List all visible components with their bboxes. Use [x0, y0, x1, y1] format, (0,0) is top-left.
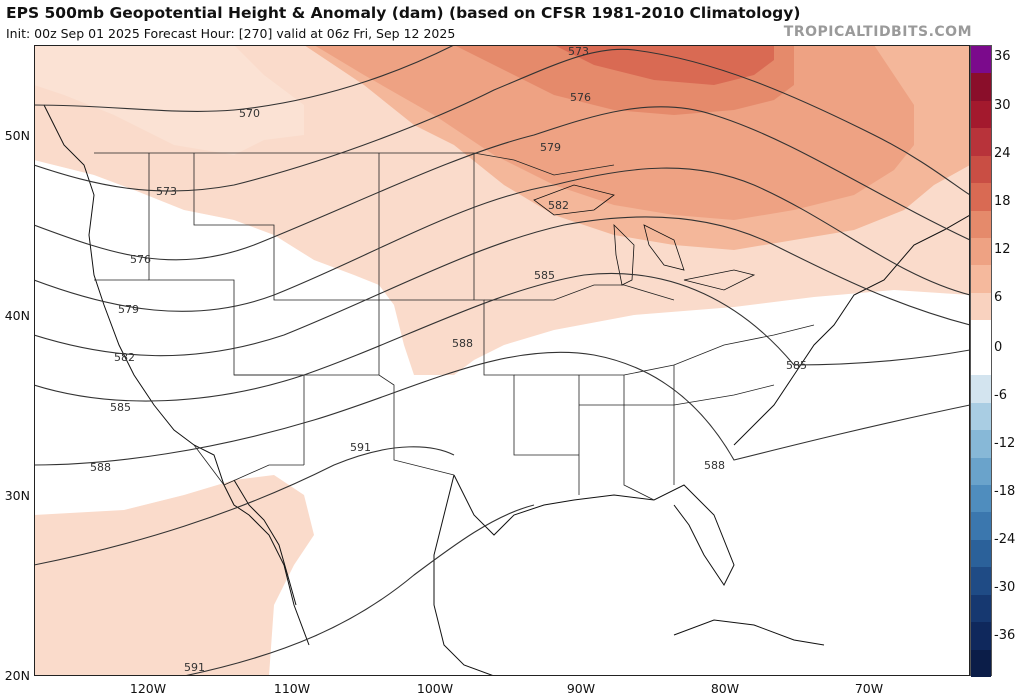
colorbar-band — [971, 484, 991, 513]
contour-label: 591 — [350, 441, 371, 454]
lon-label: 100W — [416, 681, 454, 696]
colorbar-tick: 36 — [994, 49, 1011, 64]
contour-label: 588 — [704, 459, 725, 472]
contour-label: 579 — [540, 141, 561, 154]
lat-label: 30N — [4, 488, 30, 503]
colorbar-tick: 30 — [994, 98, 1011, 113]
colorbar-band — [971, 649, 991, 678]
height-contours — [34, 45, 970, 676]
lat-label: 50N — [4, 128, 30, 143]
map-subtitle: Init: 00z Sep 01 2025 Forecast Hour: [27… — [6, 26, 456, 41]
colorbar-tick: -30 — [994, 580, 1016, 595]
colorbar-tick: -12 — [994, 436, 1016, 451]
colorbar-tick: 18 — [994, 194, 1011, 209]
colorbar-band — [971, 594, 991, 623]
map-canvas: 570 573 576 579 582 585 588 591 573 576 … — [34, 45, 970, 676]
colorbar-tick: -36 — [994, 628, 1016, 643]
colorbar-tick: -18 — [994, 484, 1016, 499]
colorbar-band — [971, 265, 991, 294]
lon-label: 80W — [710, 681, 740, 696]
colorbar-band — [971, 128, 991, 157]
anomaly-shading — [34, 45, 970, 676]
contour-label: 570 — [239, 107, 260, 120]
colorbar-band — [971, 238, 991, 266]
map-title: EPS 500mb Geopotential Height & Anomaly … — [6, 4, 801, 22]
contour-label: 576 — [130, 253, 151, 266]
colorbar-band — [971, 539, 991, 568]
colorbar-tick: 6 — [994, 290, 1003, 305]
anomaly-colorbar — [970, 45, 992, 678]
contour-label: 588 — [90, 461, 111, 474]
colorbar-band — [971, 567, 991, 596]
lon-label: 70W — [854, 681, 884, 696]
colorbar-band — [971, 155, 991, 184]
contour-labels: 570 573 576 579 582 585 588 591 573 576 … — [90, 45, 807, 674]
contour-label: 582 — [114, 351, 135, 364]
colorbar-tick: 0 — [994, 340, 1003, 355]
colorbar-tick: -24 — [994, 532, 1016, 547]
contour-label: 585 — [786, 359, 807, 372]
contour-label: 573 — [156, 185, 177, 198]
lon-label: 90W — [566, 681, 596, 696]
colorbar-band — [971, 292, 991, 321]
colorbar-band — [971, 512, 991, 541]
colorbar-band — [971, 210, 991, 239]
map-panel: 570 573 576 579 582 585 588 591 573 576 … — [34, 45, 970, 676]
colorbar-band — [971, 320, 991, 349]
colorbar-band — [971, 183, 991, 212]
lon-label: 120W — [129, 681, 167, 696]
lon-label: 110W — [273, 681, 311, 696]
contour-label: 585 — [110, 401, 131, 414]
colorbar-band — [971, 73, 991, 102]
contour-label: 585 — [534, 269, 555, 282]
contour-label: 576 — [570, 91, 591, 104]
colorbar-band — [971, 347, 991, 376]
colorbar-band — [971, 457, 991, 486]
great-lakes — [533, 184, 756, 291]
watermark: TROPICALTIDBITS.COM — [783, 24, 972, 40]
state-borders — [94, 152, 815, 501]
colorbar-band — [971, 622, 991, 651]
contour-label: 591 — [184, 661, 205, 674]
contour-label: 579 — [118, 303, 139, 316]
contour-label: 582 — [548, 199, 569, 212]
lat-label: 20N — [4, 668, 30, 683]
colorbar-band — [971, 100, 991, 129]
colorbar-band — [971, 46, 991, 74]
colorbar-tick: 24 — [994, 146, 1011, 161]
contour-label: 573 — [568, 45, 589, 58]
colorbar-tick: -6 — [994, 388, 1007, 403]
colorbar-band — [971, 430, 991, 458]
colorbar-band — [971, 402, 991, 431]
lat-label: 40N — [4, 308, 30, 323]
colorbar-tick: 12 — [994, 242, 1011, 257]
contour-label: 588 — [452, 337, 473, 350]
colorbar-band — [971, 375, 991, 404]
